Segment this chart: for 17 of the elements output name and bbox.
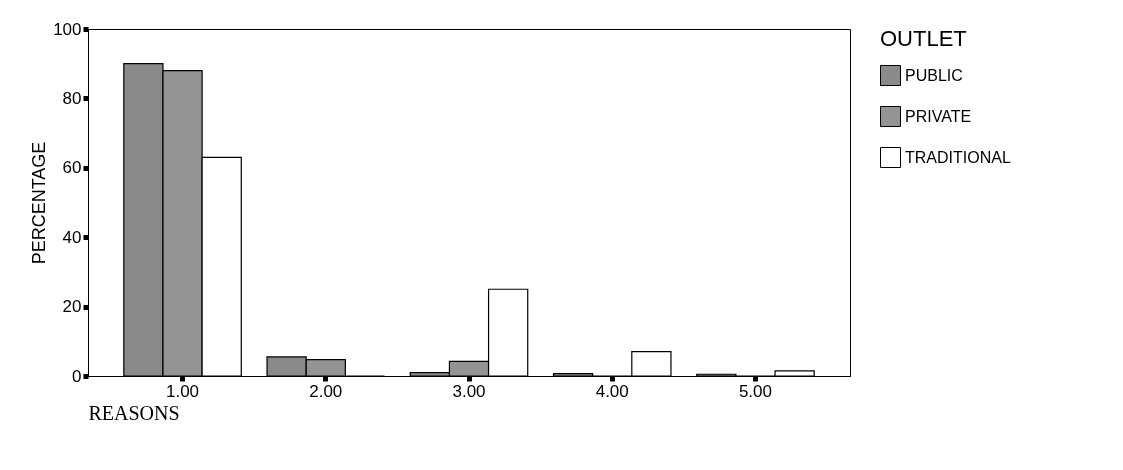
y-axis-title: PERCENTAGE — [29, 141, 50, 265]
x-tick-label: 4.00 — [595, 381, 629, 401]
y-tick-label: 0 — [72, 366, 82, 386]
legend-title: OUTLET — [880, 26, 967, 51]
y-tick-label: 60 — [62, 158, 82, 178]
x-tick-label: 5.00 — [738, 381, 773, 401]
y-tick-label: 20 — [62, 297, 82, 317]
x-tick-label: 2.00 — [309, 381, 343, 401]
y-tick-label: 40 — [62, 227, 82, 247]
x-axis-title: REASONS — [88, 401, 180, 424]
legend-label: TRADITIONAL — [905, 148, 1011, 166]
y-tick-label: 80 — [62, 88, 82, 108]
x-tick-label: 1.00 — [165, 381, 200, 401]
x-tick-label: 3.00 — [452, 381, 486, 401]
legend-label: PUBLIC — [905, 66, 963, 84]
y-tick-label: 100 — [53, 19, 82, 39]
legend-label: PRIVATE — [905, 107, 972, 125]
